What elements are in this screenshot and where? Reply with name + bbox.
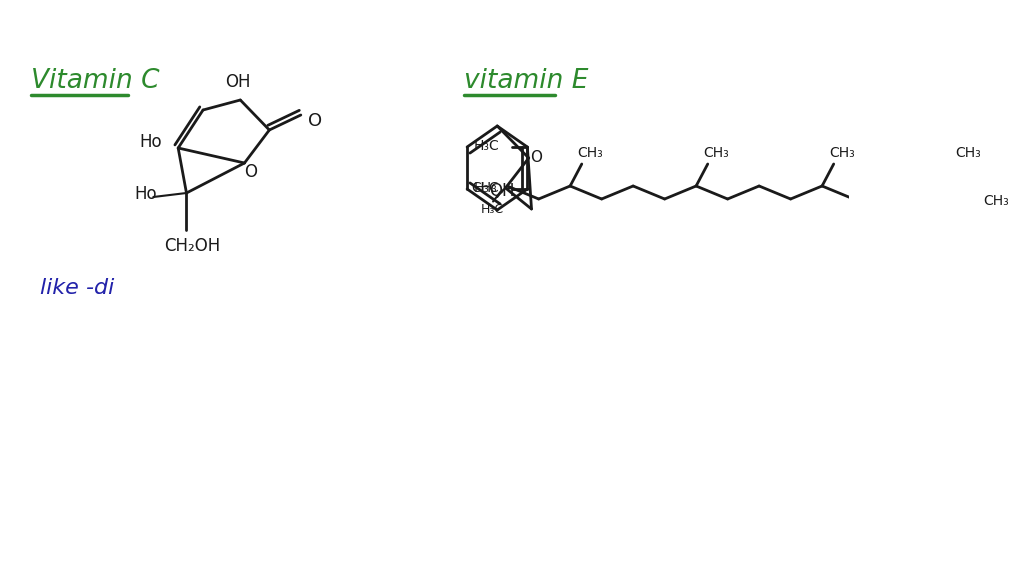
Text: H₃C: H₃C bbox=[480, 203, 504, 216]
Text: vitamin E: vitamin E bbox=[464, 68, 589, 94]
Text: like -di: like -di bbox=[40, 278, 114, 298]
Text: Ho: Ho bbox=[139, 133, 162, 151]
Text: OH: OH bbox=[488, 182, 514, 200]
Text: CH₃: CH₃ bbox=[471, 181, 497, 195]
Text: CH₃: CH₃ bbox=[955, 146, 981, 160]
Text: H₃C: H₃C bbox=[473, 139, 500, 153]
Text: H₃C: H₃C bbox=[473, 181, 500, 195]
Text: CH₃: CH₃ bbox=[984, 194, 1010, 208]
Text: OH: OH bbox=[225, 73, 251, 91]
Text: CH₃: CH₃ bbox=[829, 146, 855, 160]
Text: O: O bbox=[245, 163, 257, 181]
Text: O: O bbox=[308, 112, 323, 130]
Text: Ho: Ho bbox=[134, 185, 157, 203]
Text: CH₃: CH₃ bbox=[703, 146, 729, 160]
Text: CH₃: CH₃ bbox=[578, 146, 603, 160]
Text: O: O bbox=[530, 150, 543, 165]
Text: CH₂OH: CH₂OH bbox=[164, 237, 220, 255]
Text: Vitamin C: Vitamin C bbox=[32, 68, 160, 94]
